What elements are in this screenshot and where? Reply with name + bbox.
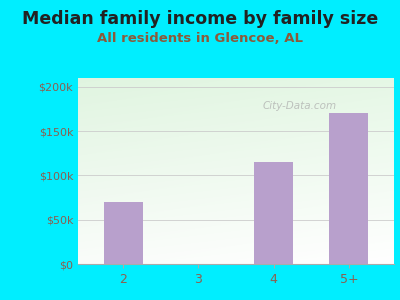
Bar <box>329 113 368 264</box>
Bar <box>254 162 293 264</box>
Text: Median family income by family size: Median family income by family size <box>22 11 378 28</box>
Text: City-Data.com: City-Data.com <box>262 101 336 111</box>
Text: All residents in Glencoe, AL: All residents in Glencoe, AL <box>97 32 303 44</box>
Bar <box>104 202 143 264</box>
